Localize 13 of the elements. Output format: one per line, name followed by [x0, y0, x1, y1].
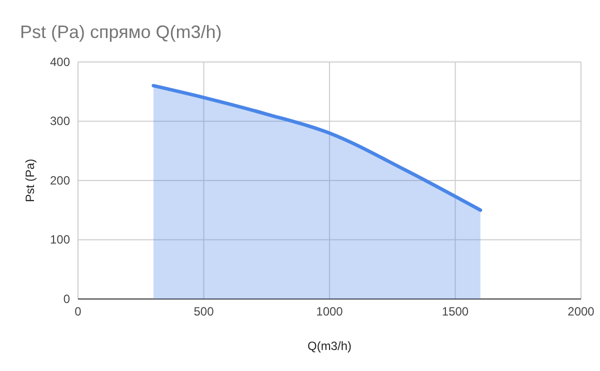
y-tick-label: 0 — [63, 292, 70, 306]
x-tick-label: 1500 — [442, 304, 469, 319]
x-axis-title: Q(m3/h) — [307, 339, 352, 353]
chart-title: Pst (Pa) спрямо Q(m3/h) — [20, 22, 222, 42]
x-tick-label: 1000 — [316, 304, 344, 319]
x-tick-label: 500 — [194, 304, 214, 319]
y-tick-label: 300 — [50, 114, 70, 128]
y-tick-label: 400 — [50, 54, 70, 69]
y-axis-title: Pst (Pa) — [23, 158, 37, 202]
y-tick-label: 100 — [50, 232, 70, 247]
x-tick-label: 0 — [74, 304, 82, 319]
x-tick-label: 2000 — [568, 304, 595, 319]
y-tick-label: 200 — [50, 173, 70, 188]
